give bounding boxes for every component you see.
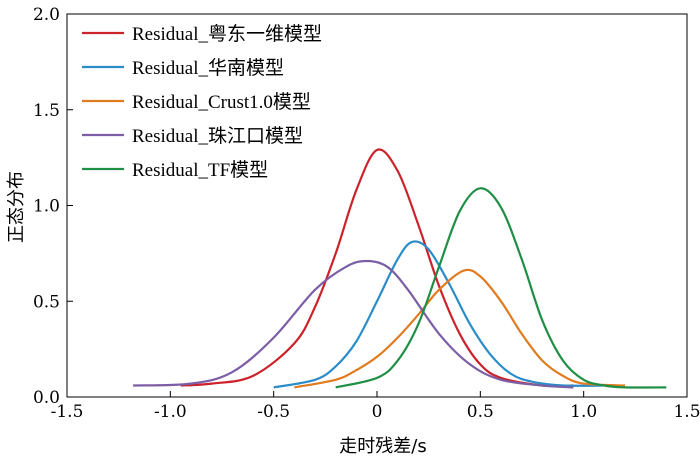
x-axis: -1.5 -1.0 -0.5 0 0.5 1.0 1.5	[51, 391, 700, 422]
legend-label-3: Residual_Crust1.0模型	[132, 91, 311, 113]
x-tick-label: 0.5	[467, 402, 494, 422]
x-tick-label: 1.5	[673, 402, 700, 422]
legend-label-4: Residual_珠江口模型	[132, 125, 303, 147]
series-line-5	[335, 187, 667, 389]
y-tick-label: 2.0	[33, 5, 60, 25]
plot-area	[66, 13, 688, 398]
series-line-2	[273, 240, 605, 389]
x-tick-label: 1.0	[570, 402, 597, 422]
legend-label-2: Residual_华南模型	[132, 57, 284, 79]
series-line-3	[294, 268, 626, 389]
series-line-4	[133, 259, 574, 389]
legend-label-1: Residual_粤东一维模型	[132, 23, 322, 45]
y-tick-label: 1.0	[33, 197, 60, 217]
series-line-1	[180, 148, 574, 388]
legend-label-5: Residual_TF模型	[132, 159, 268, 181]
curves-layer	[133, 148, 667, 389]
x-tick-label: -1.5	[51, 402, 84, 422]
y-tick-label: 0.0	[33, 388, 60, 408]
x-axis-label: 走时残差/s	[339, 436, 426, 457]
legend: Residual_粤东一维模型 Residual_华南模型 Residual_Cru…	[82, 23, 322, 181]
y-axis-label: 正态分布	[6, 171, 27, 243]
x-tick-label: -1.0	[154, 402, 187, 422]
x-tick-label: 0	[372, 402, 383, 422]
x-tick-label: -0.5	[257, 402, 290, 422]
y-tick-label: 1.5	[33, 101, 60, 121]
y-tick-label: 0.5	[33, 292, 60, 312]
y-axis: 0.0 0.5 1.0 1.5 2.0	[33, 5, 73, 408]
